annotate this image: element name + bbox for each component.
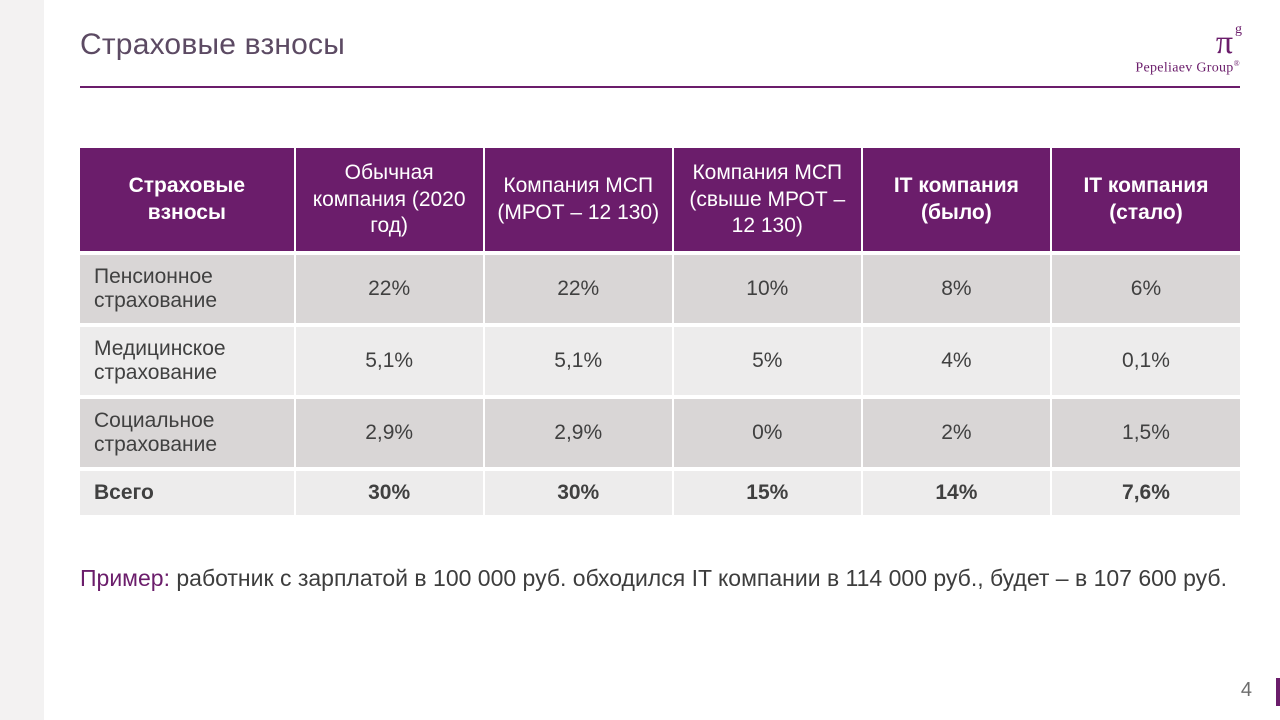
table-row: Социальное страхование2,9%2,9%0%2%1,5% xyxy=(80,397,1240,469)
table-cell: 2,9% xyxy=(295,397,484,469)
logo-pi-glyph: π xyxy=(1216,24,1233,61)
title-divider xyxy=(80,86,1240,88)
table-cell: 7,6% xyxy=(1051,469,1240,515)
company-logo: πg Pepeliaev Group® xyxy=(1135,28,1240,76)
page-accent-bar xyxy=(1276,678,1280,706)
example-text: Пример: работник с зарплатой в 100 000 р… xyxy=(80,563,1240,594)
table-header: Компания МСП (свыше МРОТ – 12 130) xyxy=(673,148,862,253)
page-number: 4 xyxy=(1241,679,1252,702)
table-cell: 10% xyxy=(673,253,862,325)
table-header: Компания МСП (МРОТ – 12 130) xyxy=(484,148,673,253)
table-cell: 22% xyxy=(484,253,673,325)
table-cell: 30% xyxy=(295,469,484,515)
page-title: Страховые взносы xyxy=(80,28,345,62)
left-accent-bar xyxy=(0,0,44,720)
table-cell: 1,5% xyxy=(1051,397,1240,469)
table-cell: 22% xyxy=(295,253,484,325)
table-cell: 0% xyxy=(673,397,862,469)
table-row: Всего30%30%15%14%7,6% xyxy=(80,469,1240,515)
header-row: Страховые взносы πg Pepeliaev Group® xyxy=(80,28,1240,76)
logo-text: Pepeliaev Group® xyxy=(1135,59,1240,77)
table-header: Страховые взносы xyxy=(80,148,295,253)
table-cell: 2,9% xyxy=(484,397,673,469)
table-cell: 0,1% xyxy=(1051,325,1240,397)
table-header: Обычная компания (2020 год) xyxy=(295,148,484,253)
logo-pi-symbol: πg xyxy=(1135,28,1240,59)
table-row: Медицинское страхование5,1%5,1%5%4%0,1% xyxy=(80,325,1240,397)
table-cell: 5% xyxy=(673,325,862,397)
table-container: Страховые взносыОбычная компания (2020 г… xyxy=(80,148,1240,515)
row-label: Всего xyxy=(80,469,295,515)
table-cell: 2% xyxy=(862,397,1051,469)
table-cell: 4% xyxy=(862,325,1051,397)
table-cell: 15% xyxy=(673,469,862,515)
table-cell: 6% xyxy=(1051,253,1240,325)
table-cell: 14% xyxy=(862,469,1051,515)
table-header: IT компания (стало) xyxy=(1051,148,1240,253)
table-header: IT компания (было) xyxy=(862,148,1051,253)
table-cell: 8% xyxy=(862,253,1051,325)
row-label: Медицинское страхование xyxy=(80,325,295,397)
table-row: Пенсионное страхование22%22%10%8%6% xyxy=(80,253,1240,325)
example-body: работник с зарплатой в 100 000 руб. обхо… xyxy=(170,565,1227,591)
table-cell: 5,1% xyxy=(484,325,673,397)
slide-content: Страховые взносы πg Pepeliaev Group® Стр… xyxy=(44,0,1280,720)
row-label: Социальное страхование xyxy=(80,397,295,469)
logo-reg: ® xyxy=(1234,59,1240,68)
example-label: Пример: xyxy=(80,565,170,591)
table-cell: 30% xyxy=(484,469,673,515)
logo-sup: g xyxy=(1235,22,1242,37)
row-label: Пенсионное страхование xyxy=(80,253,295,325)
insurance-table: Страховые взносыОбычная компания (2020 г… xyxy=(80,148,1240,515)
table-cell: 5,1% xyxy=(295,325,484,397)
